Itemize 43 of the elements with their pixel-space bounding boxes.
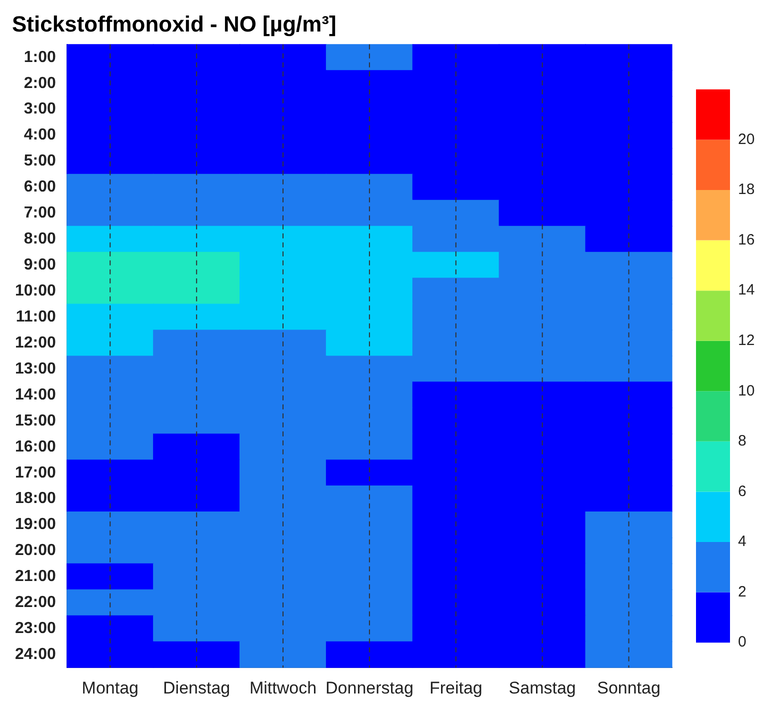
y-tick-label: 18:00 [15, 490, 56, 508]
color-bar-label: 20 [738, 130, 755, 148]
y-tick-label: 9:00 [24, 256, 56, 274]
y-tick-label: 20:00 [15, 542, 56, 560]
y-tick-label: 23:00 [15, 620, 56, 638]
color-bar-label: 12 [738, 332, 755, 349]
y-tick-label: 3:00 [24, 100, 56, 118]
color-bar-label: 0 [738, 634, 746, 651]
y-tick-label: 17:00 [15, 464, 56, 482]
y-tick-label: 16:00 [15, 438, 56, 456]
y-tick-label: 24:00 [15, 646, 56, 664]
y-tick-label: 19:00 [15, 516, 56, 534]
y-tick-label: 1:00 [24, 48, 56, 66]
color-bar-label: 16 [738, 231, 755, 248]
x-tick-label: Dienstag [163, 678, 230, 698]
y-tick-label: 15:00 [15, 412, 56, 430]
y-tick-label: 13:00 [15, 360, 56, 378]
x-tick-label: Donnerstag [326, 678, 414, 698]
y-tick-label: 8:00 [24, 230, 56, 248]
color-bar-label: 6 [738, 482, 746, 500]
color-bar-label: 2 [738, 583, 746, 600]
x-tick-label: Freitag [429, 678, 482, 698]
color-bar-label: 10 [738, 382, 755, 400]
color-bar-label: 18 [738, 181, 755, 198]
y-tick-label: 5:00 [24, 152, 56, 170]
x-tick-label: Samstag [508, 678, 576, 698]
chart-title: Stickstoffmonoxid - NO [µg/m³] [12, 11, 336, 36]
y-tick-label: 10:00 [15, 282, 56, 300]
y-tick-label: 21:00 [15, 568, 56, 586]
y-tick-label: 2:00 [24, 74, 56, 92]
color-bar-label: 8 [738, 432, 746, 450]
y-tick-label: 6:00 [24, 178, 56, 196]
color-bar-label: 14 [738, 282, 755, 299]
y-tick-label: 11:00 [16, 308, 56, 326]
color-bar-label: 4 [738, 533, 746, 550]
x-tick-label: Mittwoch [249, 678, 317, 698]
y-tick-label: 7:00 [24, 204, 56, 222]
x-tick-label: Sonntag [597, 678, 660, 698]
y-tick-label: 4:00 [24, 126, 56, 144]
y-tick-label: 14:00 [15, 386, 56, 404]
y-tick-label: 12:00 [15, 334, 56, 352]
x-tick-label: Montag [82, 678, 138, 698]
y-tick-label: 22:00 [15, 594, 56, 612]
